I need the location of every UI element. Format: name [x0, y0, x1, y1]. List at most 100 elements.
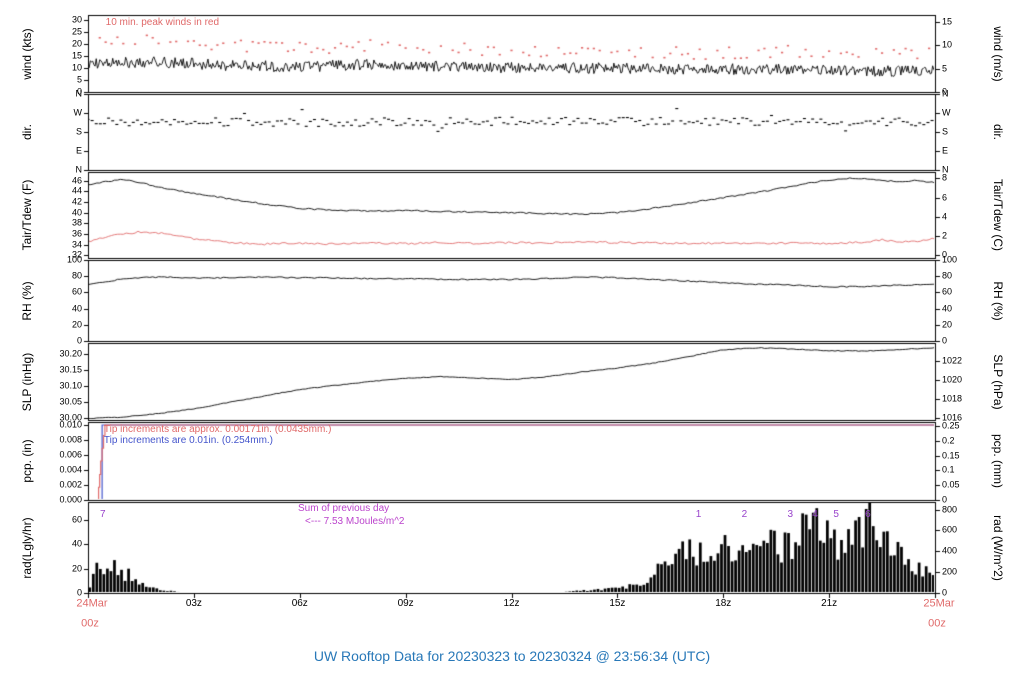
y-axis-label: wind (m/s) [991, 25, 1005, 82]
tick-label: 36 [71, 228, 82, 239]
tick-label: 0 [76, 587, 82, 598]
tick-label: 0.008 [59, 434, 82, 445]
tick-label: 5 [942, 63, 948, 74]
y-axis-label: RH (%) [20, 280, 34, 321]
tick-label: 5 [76, 74, 82, 85]
tick-label: W [73, 107, 83, 118]
tick-label: 0.006 [59, 449, 82, 460]
x-tick-label: 18z [715, 598, 732, 609]
event-marker: 5 [833, 509, 839, 521]
y-axis-label: Tair/Tdew (C) [991, 178, 1005, 252]
x-tick-label: 21z [821, 598, 838, 609]
tick-label: E [75, 145, 82, 156]
tick-label: 0.05 [942, 479, 960, 490]
tick-label: 30.10 [59, 380, 82, 391]
tick-label: 1022 [942, 355, 963, 366]
tick-label: 0.004 [59, 464, 82, 475]
tick-label: 38 [71, 217, 82, 228]
tick-label: S [75, 126, 82, 137]
date-label: 00z [81, 617, 99, 630]
tick-label: 100 [66, 254, 82, 265]
annotation: Tip increments are 0.01in. (0.254mm.) [103, 434, 274, 446]
tick-label: 400 [942, 545, 958, 556]
tick-label: 0 [942, 86, 948, 97]
tick-label: 44 [71, 185, 82, 196]
tick-label: 30.05 [59, 396, 82, 407]
tick-label: 100 [942, 254, 958, 265]
tick-label: 0 [76, 86, 82, 97]
tick-label: 800 [942, 504, 958, 515]
tick-label: 1018 [942, 393, 963, 404]
y-axis-label: pcp. (in) [20, 439, 34, 483]
tick-label: 46 [71, 175, 82, 186]
tick-label: 60 [71, 514, 82, 525]
tick-label: 0.010 [59, 419, 82, 430]
tick-label: 30.00 [59, 412, 82, 423]
tick-label: 0.002 [59, 479, 82, 490]
tick-label: 0.15 [942, 450, 960, 461]
tick-label: 0.1 [942, 464, 955, 475]
y-axis-label: wind (kts) [20, 27, 34, 80]
tick-label: N [942, 164, 949, 175]
tick-label: 200 [942, 566, 958, 577]
annotation: 10 min. peak winds in red [105, 16, 220, 28]
tick-label: 20 [942, 319, 953, 330]
tick-label: 15 [71, 50, 82, 61]
tick-label: 80 [71, 270, 82, 281]
x-tick-label: 03z [185, 598, 202, 609]
x-tick-label: 15z [609, 598, 626, 609]
tick-label: N [942, 88, 949, 99]
tick-label: 30.20 [59, 348, 82, 359]
event-marker: 6 [865, 509, 871, 521]
annotation: Tip increments are approx. 0.00171in. (0… [103, 423, 332, 435]
tick-label: 0 [942, 335, 948, 346]
event-marker: 1 [695, 509, 702, 521]
tick-label: N [75, 88, 83, 99]
tick-label: 20 [71, 319, 82, 330]
tick-label: 40 [71, 538, 82, 549]
tick-label: 1016 [942, 412, 963, 423]
x-tick-label: 06z [291, 598, 308, 609]
date-label: 24Mar [76, 597, 108, 610]
tick-label: 20 [71, 563, 82, 574]
tick-label: 40 [71, 207, 82, 218]
y-axis-label: SLP (hPa) [991, 353, 1005, 410]
tick-label: 30 [71, 14, 82, 25]
tick-label: 15 [942, 16, 953, 27]
tick-label: S [942, 126, 949, 137]
tick-label: 32 [71, 249, 82, 260]
tick-label: 600 [942, 524, 958, 535]
y-axis-label: rad(Lgly/hr) [20, 516, 34, 579]
tick-label: 40 [71, 303, 82, 314]
y-axis-label: dir. [991, 123, 1005, 141]
tick-label: 1020 [942, 374, 963, 385]
tick-label: 0.000 [59, 494, 82, 505]
annotation: Sum of previous day [297, 502, 390, 514]
date-label: 00z [928, 617, 946, 630]
tick-label: N [75, 164, 83, 175]
tick-label: 10 [942, 39, 953, 50]
tick-label: E [942, 145, 949, 156]
x-tick-label: 09z [397, 598, 414, 609]
y-axis-label: Tair/Tdew (F) [20, 179, 34, 251]
tick-label: 8 [942, 172, 948, 183]
date-label: 25Mar [923, 597, 955, 610]
tick-label: 25 [71, 26, 82, 37]
tick-label: 0 [942, 494, 948, 505]
tick-label: 60 [942, 286, 953, 297]
tick-label: 42 [71, 196, 82, 207]
y-axis-label: pcp. (mm) [991, 434, 1005, 488]
tick-label: 10 [71, 62, 82, 73]
tick-label: 80 [942, 270, 953, 281]
event-marker: 7 [100, 509, 106, 521]
event-marker: 3 [787, 509, 794, 521]
y-axis-label: rad (W/m^2) [991, 514, 1005, 581]
tick-label: 0.25 [942, 420, 960, 431]
tick-label: 60 [71, 286, 82, 297]
x-tick-label: 12z [503, 598, 520, 609]
tick-label: W [942, 107, 951, 118]
tick-label: 40 [942, 303, 953, 314]
